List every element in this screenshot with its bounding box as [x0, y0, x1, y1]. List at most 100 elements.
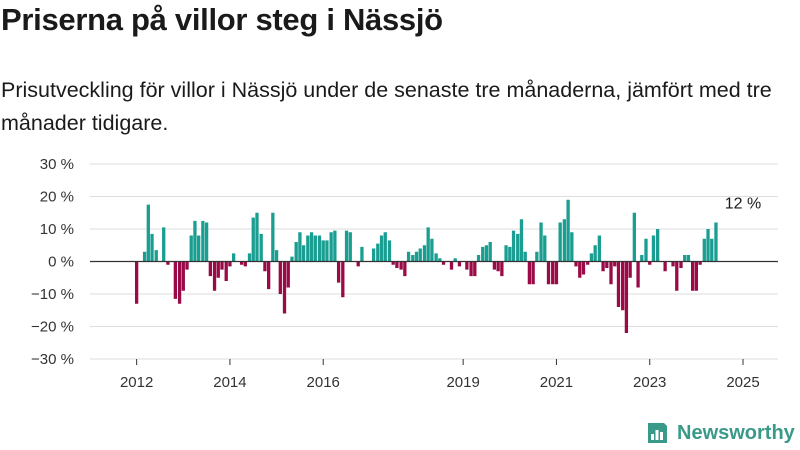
bar	[294, 242, 298, 262]
bar	[418, 248, 422, 262]
bar	[675, 261, 679, 291]
bar	[644, 238, 648, 262]
bar	[371, 248, 376, 262]
y-tick-label: −10 %	[31, 286, 74, 303]
bar	[379, 235, 384, 262]
bar	[465, 261, 469, 270]
last-value-label: 12 %	[725, 196, 761, 213]
bar	[496, 261, 500, 272]
bar	[403, 261, 407, 277]
bar	[411, 255, 415, 262]
bar	[632, 212, 636, 262]
bar	[154, 250, 158, 262]
bar	[251, 217, 255, 262]
newsworthy-logo: Newsworthy	[645, 419, 795, 447]
bar	[177, 261, 182, 304]
x-axis: 2012 2014 2016 2019 2021 2023 2025	[120, 359, 760, 391]
bar	[581, 261, 586, 275]
bar	[406, 251, 411, 262]
y-tick-label: −20 %	[31, 319, 74, 336]
bar	[329, 232, 333, 262]
bar	[551, 261, 555, 285]
bar	[613, 261, 617, 267]
bar	[434, 253, 438, 262]
bar	[298, 232, 302, 262]
bar	[271, 212, 275, 262]
bar	[578, 261, 582, 278]
bar	[232, 253, 236, 262]
bar	[663, 261, 667, 272]
bar	[438, 258, 442, 262]
bar	[201, 220, 205, 262]
bar	[325, 240, 329, 262]
bar	[220, 261, 224, 270]
bar	[301, 245, 306, 262]
bar	[519, 219, 524, 262]
chart-subtitle: Prisutveckling för villor i Nässjö under…	[1, 78, 772, 135]
bar	[609, 261, 613, 285]
bar	[208, 261, 212, 277]
bar	[341, 261, 345, 298]
bar	[523, 251, 527, 262]
x-tick-label: 2021	[540, 374, 573, 391]
brand-name: Newsworthy	[677, 421, 795, 444]
bar	[508, 246, 512, 262]
chart-title: Priserna på villor steg i Nässjö	[1, 2, 443, 37]
x-tick-label: 2012	[120, 374, 153, 391]
bar	[150, 233, 154, 262]
bar	[146, 204, 150, 262]
bar	[714, 222, 718, 262]
bar	[558, 222, 562, 262]
bar	[162, 227, 166, 262]
bar	[597, 235, 601, 262]
bar	[574, 261, 578, 267]
bar	[656, 229, 660, 262]
bar	[286, 261, 290, 288]
bar	[516, 233, 520, 262]
bar	[278, 261, 282, 294]
bar	[624, 261, 629, 333]
bar-chart: 30 %20 %10 %0 %−10 %−20 %−30 % 2012 2014 2…	[31, 156, 778, 391]
bar	[336, 261, 341, 283]
bar	[710, 238, 714, 262]
bar	[430, 238, 434, 262]
bar	[212, 261, 217, 291]
bar	[282, 261, 287, 314]
bar	[383, 232, 387, 262]
y-tick-label: 10 %	[40, 221, 74, 238]
bar	[698, 261, 702, 265]
bar	[469, 261, 473, 277]
bar	[344, 230, 349, 262]
bar	[426, 227, 430, 262]
bar	[554, 261, 559, 285]
bar	[376, 243, 380, 262]
bar	[546, 261, 551, 285]
bar	[348, 232, 352, 262]
bar	[457, 261, 462, 267]
bar	[481, 246, 485, 262]
bar	[441, 261, 446, 265]
bar	[189, 235, 193, 262]
bar	[422, 245, 427, 262]
bar	[387, 240, 392, 262]
bar	[686, 255, 691, 262]
bar	[306, 235, 310, 262]
bar	[500, 261, 504, 277]
bar	[317, 235, 322, 262]
x-tick-label: 2019	[446, 374, 479, 391]
bar	[484, 245, 489, 262]
bar	[621, 261, 625, 311]
bar	[504, 245, 508, 262]
bar	[628, 261, 632, 278]
bar	[399, 261, 403, 270]
bar	[531, 261, 535, 285]
bar	[690, 261, 695, 291]
bar	[356, 261, 360, 267]
bar	[640, 255, 644, 262]
bar	[535, 251, 539, 262]
bar	[601, 261, 605, 272]
bar	[185, 261, 189, 270]
bar	[589, 253, 594, 262]
bar	[263, 261, 267, 272]
bar	[702, 238, 706, 262]
